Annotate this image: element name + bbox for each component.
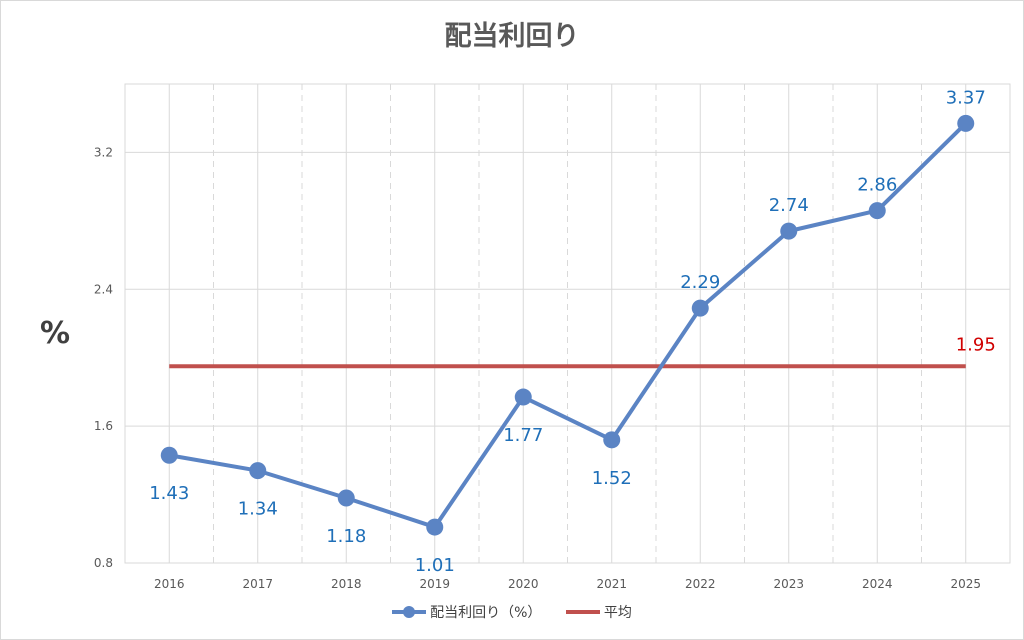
x-tick-label: 2016	[154, 577, 185, 591]
data-label-dividend-yield: 2.29	[680, 272, 720, 293]
x-tick-label: 2023	[773, 577, 804, 591]
y-tick-label: 1.6	[94, 419, 113, 433]
data-label-dividend-yield: 1.01	[415, 555, 455, 576]
x-tick-label: 2020	[508, 577, 539, 591]
x-tick-label: 2018	[331, 577, 362, 591]
x-tick-label: 2025	[950, 577, 981, 591]
legend: 配当利回り（%） 平均	[0, 602, 1024, 622]
legend-label-dividend-yield: 配当利回り（%）	[430, 605, 542, 621]
average-label: 1.95	[956, 334, 996, 355]
data-label-dividend-yield: 1.18	[326, 526, 366, 547]
legend-item-average: 平均	[565, 602, 632, 622]
y-axis-label: %	[40, 316, 71, 351]
data-point-dividend-yield	[957, 114, 975, 132]
series-line-dividend-yield	[168, 121, 968, 530]
data-point-dividend-yield	[426, 518, 444, 536]
x-tick-label: 2022	[685, 577, 716, 591]
y-tick-label: 2.4	[94, 282, 113, 296]
legend-marker-dividend-yield	[392, 606, 427, 618]
x-tick-label: 2019	[419, 577, 450, 591]
data-label-dividend-yield: 1.34	[238, 499, 278, 520]
data-point-dividend-yield	[337, 489, 355, 507]
data-point-dividend-yield	[868, 202, 886, 220]
data-point-dividend-yield	[514, 388, 532, 406]
legend-item-dividend-yield: 配当利回り（%）	[392, 602, 541, 622]
chart-title: 配当利回り	[444, 21, 580, 52]
x-tick-label: 2021	[596, 577, 627, 591]
data-point-dividend-yield	[780, 222, 798, 240]
data-label-dividend-yield: 1.77	[503, 425, 543, 446]
data-point-dividend-yield	[160, 446, 178, 464]
data-point-dividend-yield	[603, 431, 621, 449]
data-label-dividend-yield: 2.74	[769, 195, 809, 216]
data-label-dividend-yield: 3.37	[946, 87, 986, 108]
x-tick-label: 2024	[862, 577, 893, 591]
data-label-dividend-yield: 1.52	[592, 468, 632, 489]
y-tick-label: 0.8	[94, 556, 113, 570]
y-tick-label: 3.2	[94, 145, 113, 159]
data-label-dividend-yield: 2.86	[857, 175, 897, 196]
data-label-dividend-yield: 1.43	[149, 483, 189, 504]
legend-marker-average	[565, 610, 600, 614]
legend-label-average: 平均	[603, 605, 632, 621]
data-point-dividend-yield	[691, 299, 709, 317]
x-tick-label: 2017	[242, 577, 273, 591]
data-point-dividend-yield	[249, 462, 267, 480]
legend-dot-icon	[403, 606, 416, 618]
